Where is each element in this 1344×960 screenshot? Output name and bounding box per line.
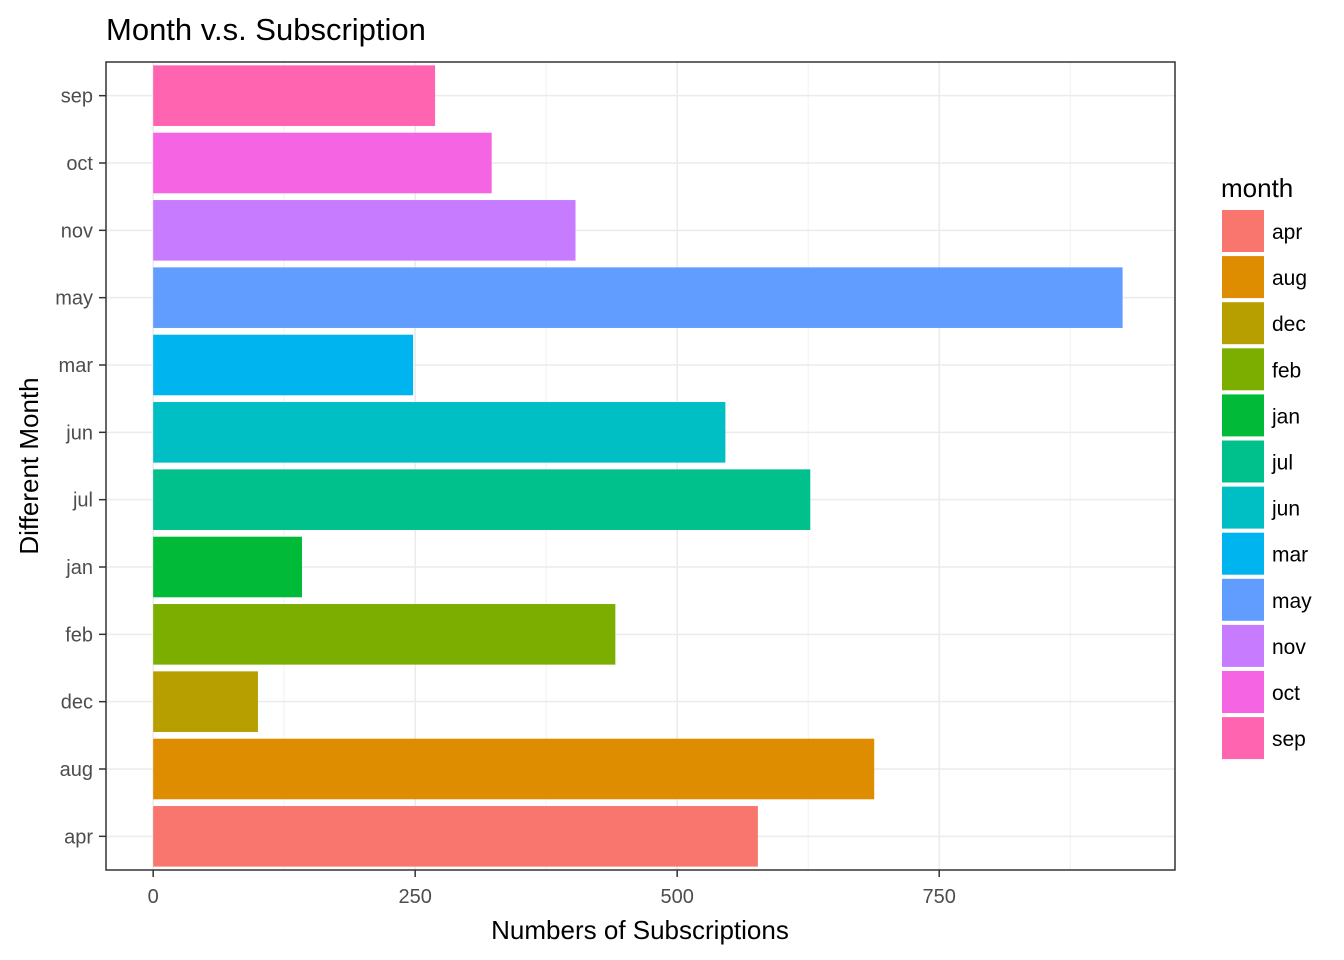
x-tick-label: 750 [923,886,956,908]
legend-key-jan [1222,394,1264,437]
y-tick-label: aug [60,759,93,781]
y-tick-label: mar [59,355,94,377]
bar-jul [153,469,811,530]
bar-jan [153,536,302,598]
x-tick-label: 500 [660,886,693,908]
y-tick-label: jun [65,422,93,444]
plot-panel-border [105,61,1176,871]
y-tick-label: dec [61,692,93,714]
y-tick-label: nov [61,220,93,242]
chart-title: Month v.s. Subscription [106,12,426,47]
legend-key-jul [1222,440,1264,483]
legend-key-may [1222,578,1264,621]
legend-label-nov: nov [1272,636,1306,659]
legend-key-mar [1222,532,1264,575]
legend-label-dec: dec [1272,313,1306,336]
bar-aug [153,738,875,800]
legend-label-jul: jul [1271,452,1293,475]
x-tick-label: 250 [398,886,431,908]
bar-feb [153,604,616,665]
bar-sep [153,65,436,126]
y-axis-title: Different Month [14,377,44,554]
y-tick-label: apr [64,826,93,848]
legend-key-apr [1222,210,1264,252]
bar-mar [153,334,414,396]
bar-oct [153,132,492,194]
y-axis: apr aug dec feb jan jul jun mar may nov oct sep [55,86,106,848]
legend: month apr aug dec feb jan jul jun mar may nov oct s… [1221,173,1312,760]
legend-label-aug: aug [1272,267,1307,290]
y-tick-label: jan [65,557,93,579]
legend-label-sep: sep [1272,728,1306,751]
legend-key-oct [1222,671,1264,713]
legend-label-jan: jan [1271,405,1300,428]
legend-label-apr: apr [1272,221,1302,244]
legend-label-jun: jun [1271,498,1300,521]
bar-nov [153,200,576,261]
legend-key-sep [1222,717,1264,760]
y-tick-label: sep [61,86,93,108]
legend-label-may: may [1272,590,1312,613]
bar-apr [153,806,758,867]
bar-may [153,267,1123,328]
legend-label-oct: oct [1272,682,1300,705]
x-axis-title: Numbers of Subscriptions [491,915,789,945]
minor-gridlines [283,62,1071,870]
x-tick-label: 0 [148,886,159,908]
legend-key-dec [1222,302,1264,345]
x-axis: 0 250 500 750 [148,870,956,908]
legend-key-nov [1222,624,1264,667]
y-tick-label: may [55,288,93,310]
legend-label-mar: mar [1272,544,1308,567]
bars [153,65,1123,867]
legend-key-jun [1222,486,1264,529]
y-tick-label: feb [65,624,93,646]
legend-key-aug [1222,256,1264,299]
y-tick-label: jul [72,490,93,512]
legend-label-feb: feb [1272,359,1301,382]
bar-dec [153,671,258,732]
y-tick-label: oct [66,153,93,175]
legend-key-feb [1222,348,1264,391]
bar-jun [153,402,726,463]
legend-title: month [1221,173,1293,203]
